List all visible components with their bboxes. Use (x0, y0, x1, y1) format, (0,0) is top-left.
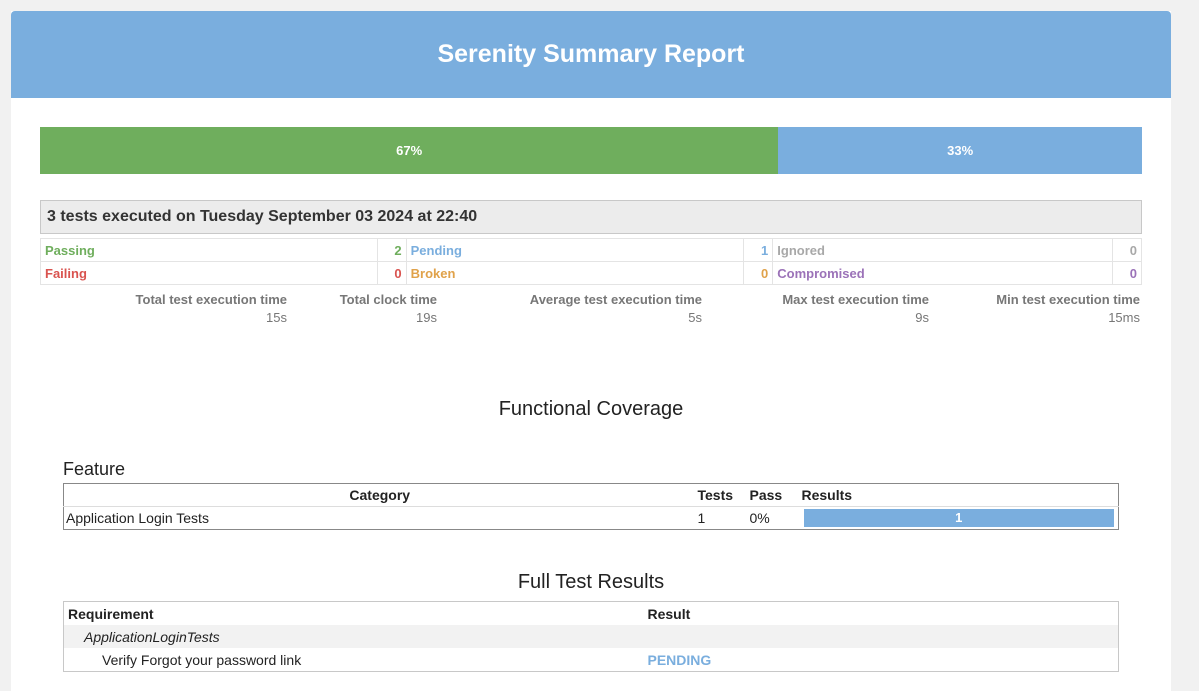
ignored-label[interactable]: Ignored (772, 238, 1113, 262)
time-value: 5s (688, 310, 702, 325)
pending-label[interactable]: Pending (405, 238, 745, 262)
category-name[interactable]: Application Login Tests (63, 506, 696, 530)
compromised-label[interactable]: Compromised (772, 261, 1113, 285)
time-label: Min test execution time (996, 292, 1140, 307)
failing-label[interactable]: Failing (40, 261, 378, 285)
passing-count: 2 (376, 238, 407, 262)
pending-segment[interactable]: 33% (778, 127, 1142, 174)
table-row[interactable]: Application Login Tests 1 0% 1 (63, 506, 1119, 530)
time-value: 15ms (1108, 310, 1140, 325)
passing-segment[interactable]: 67% (40, 127, 779, 174)
result-counts-row: Failing 0 Broken 0 Compromised 0 (40, 261, 1143, 285)
time-label: Average test execution time (529, 292, 702, 307)
time-value: 19s (416, 310, 437, 325)
feature-heading: Feature (63, 459, 126, 479)
tests-count: 1 (695, 506, 748, 530)
total-execution-time: Total test execution time 15s (136, 292, 287, 325)
time-label: Total clock time (339, 292, 437, 307)
time-value: 9s (915, 310, 929, 325)
report-header: Serenity Summary Report (11, 11, 1171, 98)
result-column-header: Result (647, 605, 691, 622)
test-result: PENDING (647, 651, 712, 668)
min-execution-time: Min test execution time 15ms (996, 292, 1140, 325)
execution-summary-banner: 3 tests executed on Tuesday September 03… (40, 200, 1142, 234)
table-row[interactable]: Verify Forgot your password link PENDING (64, 648, 1119, 672)
table-header-row: Category Tests Pass Results (64, 484, 1119, 507)
requirement-group-name[interactable]: ApplicationLoginTests (63, 625, 1119, 648)
ignored-count: 0 (1111, 238, 1143, 262)
requirement-group-row: ApplicationLoginTests (63, 625, 1119, 648)
tests-column-header: Tests (697, 487, 734, 503)
category-column-header: Category (349, 487, 411, 503)
execution-summary-text: 3 tests executed on Tuesday September 03… (47, 208, 478, 225)
result-counts-row: Passing 2 Pending 1 Ignored 0 (40, 238, 1143, 262)
functional-coverage-title: Functional Coverage (498, 398, 684, 420)
execution-times: Total test execution time 15s Total cloc… (40, 292, 1142, 332)
results-bar: 1 (803, 509, 1114, 527)
time-value: 15s (266, 310, 287, 325)
pass-column-header: Pass (749, 487, 783, 503)
functional-coverage-table: Category Tests Pass Results Application … (63, 483, 1119, 530)
report-title: Serenity Summary Report (437, 40, 745, 68)
time-label: Total test execution time (135, 292, 287, 307)
passing-label[interactable]: Passing (40, 238, 378, 262)
full-test-results-title: Full Test Results (517, 571, 665, 593)
broken-count: 0 (743, 261, 774, 285)
results-column-header: Results (801, 487, 853, 503)
time-label: Max test execution time (782, 292, 929, 307)
broken-label[interactable]: Broken (405, 261, 745, 285)
results-cell: 1 (799, 506, 1119, 530)
test-name[interactable]: Verify Forgot your password link (102, 651, 302, 668)
requirement-column-header: Requirement (68, 605, 154, 622)
full-test-results-table: Requirement Result ApplicationLoginTests… (63, 601, 1119, 672)
pass-rate: 0% (747, 506, 800, 530)
report-card: Serenity Summary Report 67% 33% 3 tests … (11, 11, 1171, 691)
average-execution-time: Average test execution time 5s (530, 292, 702, 325)
pending-count: 1 (743, 238, 774, 262)
compromised-count: 0 (1111, 261, 1143, 285)
total-clock-time: Total clock time 19s (340, 292, 437, 325)
table-header-row: Requirement Result (64, 602, 1119, 626)
result-progress-bar: 67% 33% (40, 127, 1142, 174)
failing-count: 0 (376, 261, 407, 285)
max-execution-time: Max test execution time 9s (782, 292, 929, 325)
result-counts-table: Passing 2 Pending 1 Ignored 0 Failing 0 … (40, 238, 1143, 285)
